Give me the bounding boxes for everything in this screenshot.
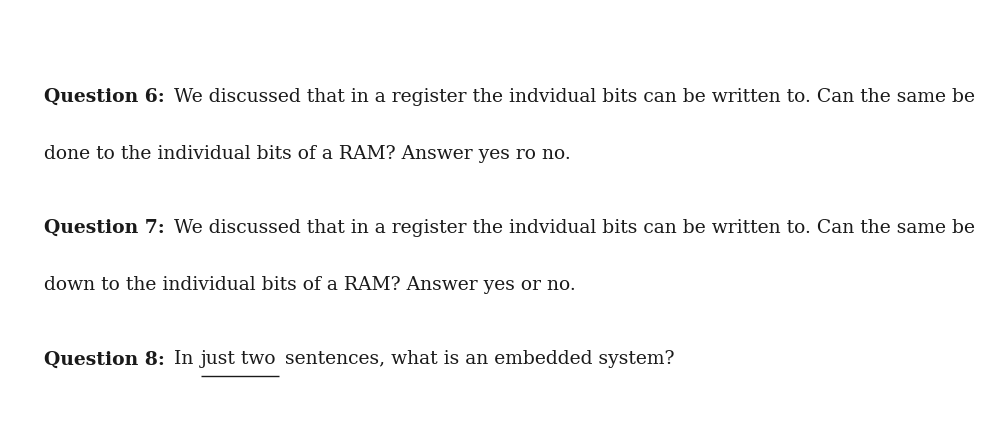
Text: We discussed that in a register the indvidual bits can be written to. Can the sa: We discussed that in a register the indv…: [168, 219, 975, 237]
Text: down to the individual bits of a RAM? Answer yes or no.: down to the individual bits of a RAM? An…: [44, 276, 576, 294]
Text: sentences, what is an embedded system?: sentences, what is an embedded system?: [278, 350, 674, 368]
Text: We discussed that in a register the indvidual bits can be written to. Can the sa: We discussed that in a register the indv…: [168, 88, 975, 106]
Text: just two: just two: [201, 350, 276, 368]
Text: In: In: [168, 350, 200, 368]
Text: Question 7:: Question 7:: [44, 219, 164, 237]
Text: Question 8:: Question 8:: [44, 350, 165, 368]
Text: Question 6:: Question 6:: [44, 88, 164, 106]
Text: done to the individual bits of a RAM? Answer yes ro no.: done to the individual bits of a RAM? An…: [44, 145, 571, 162]
